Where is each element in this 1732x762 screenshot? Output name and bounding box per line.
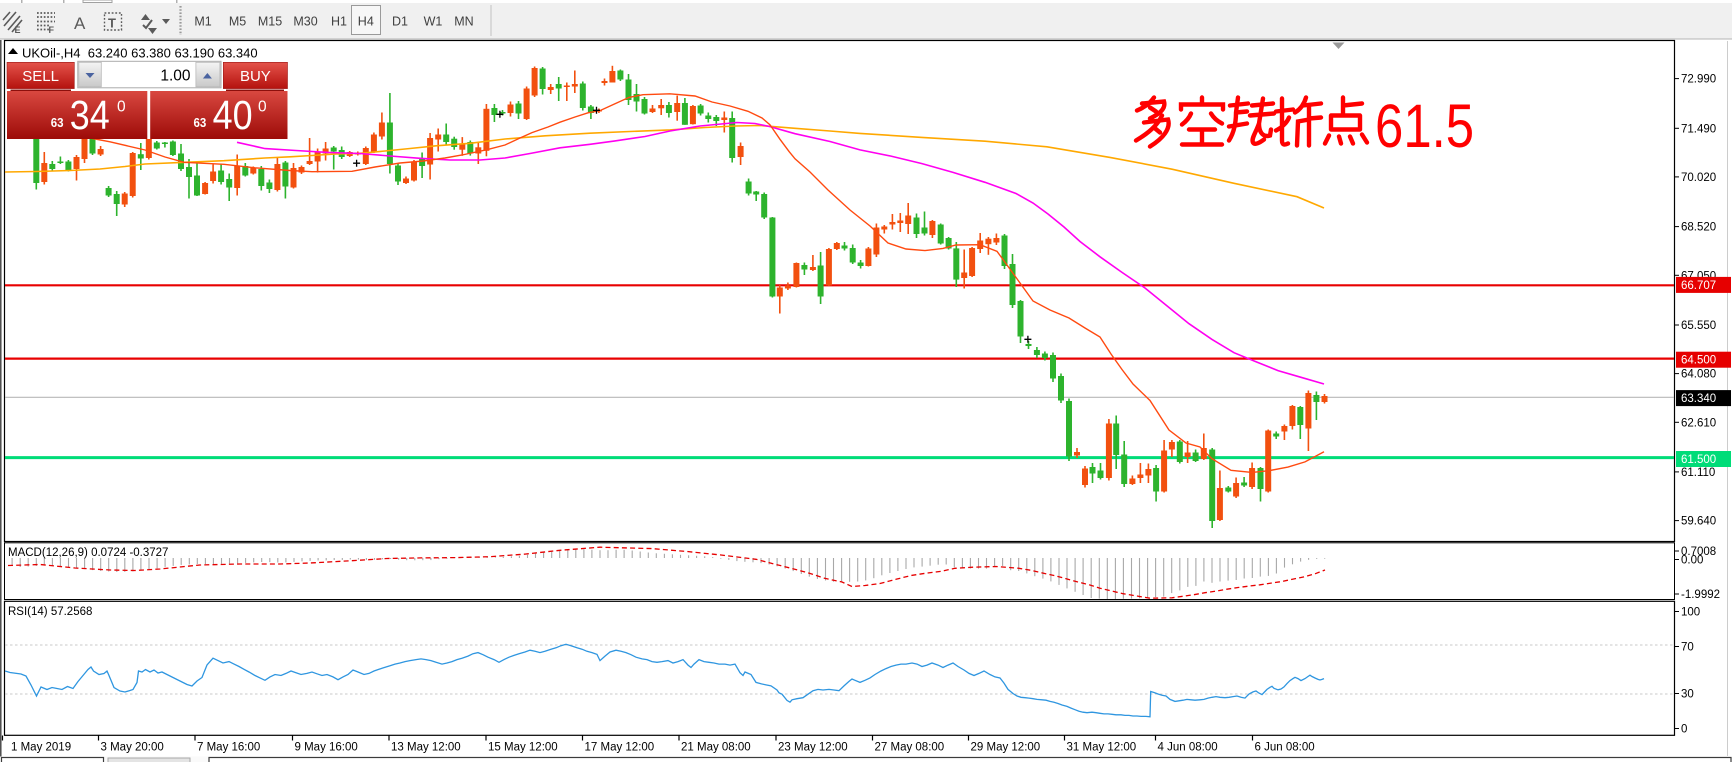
- svg-text:23 May 12:00: 23 May 12:00: [778, 742, 848, 754]
- svg-text:70.020: 70.020: [1681, 172, 1716, 184]
- svg-text:H1: H1: [331, 15, 347, 29]
- svg-text:A: A: [74, 14, 86, 33]
- svg-text:D1: D1: [392, 15, 408, 29]
- svg-text:M15: M15: [258, 15, 282, 29]
- svg-text:4 Jun 08:00: 4 Jun 08:00: [1158, 742, 1218, 754]
- svg-text:61.500: 61.500: [1681, 454, 1716, 466]
- svg-text:-1.9992: -1.9992: [1681, 589, 1720, 601]
- svg-text:70: 70: [1681, 642, 1694, 654]
- svg-text:40: 40: [213, 93, 253, 139]
- svg-text:0: 0: [117, 99, 126, 116]
- svg-text:65.550: 65.550: [1681, 320, 1716, 332]
- svg-text:SELL: SELL: [22, 68, 59, 85]
- svg-text:34: 34: [70, 93, 110, 139]
- svg-text:0: 0: [1681, 724, 1687, 736]
- svg-text:17 May 12:00: 17 May 12:00: [585, 742, 655, 754]
- svg-text:59.640: 59.640: [1681, 516, 1716, 528]
- svg-text:1.00: 1.00: [160, 68, 191, 85]
- svg-text:61.110: 61.110: [1681, 467, 1715, 479]
- svg-text:68.520: 68.520: [1681, 222, 1716, 234]
- svg-text:64.500: 64.500: [1681, 355, 1716, 367]
- svg-text:T: T: [108, 16, 116, 31]
- svg-text:MACD(12,26,9) 0.0724 -0.3727: MACD(12,26,9) 0.0724 -0.3727: [8, 547, 168, 559]
- svg-text:3 May 20:00: 3 May 20:00: [101, 742, 164, 754]
- svg-text:63.340: 63.340: [1681, 393, 1716, 405]
- svg-text:13 May 12:00: 13 May 12:00: [391, 742, 461, 754]
- svg-text:63: 63: [51, 116, 64, 131]
- svg-text:27 May 08:00: 27 May 08:00: [875, 742, 945, 754]
- svg-text:63: 63: [194, 116, 207, 131]
- svg-text:0: 0: [258, 99, 267, 116]
- svg-text:W1: W1: [424, 15, 443, 29]
- svg-text:MN: MN: [454, 15, 473, 29]
- svg-text:15 May 12:00: 15 May 12:00: [488, 742, 558, 754]
- svg-text:BUY: BUY: [240, 68, 271, 85]
- svg-text:62.610: 62.610: [1681, 417, 1716, 429]
- svg-text:M30: M30: [293, 15, 317, 29]
- svg-text:29 May 12:00: 29 May 12:00: [971, 742, 1041, 754]
- svg-text:61.5: 61.5: [1375, 92, 1474, 160]
- svg-text:UKOil-,H4 63.240 63.380 63.19: UKOil-,H4 63.240 63.380 63.190 63.340: [22, 46, 258, 61]
- svg-text:F: F: [49, 25, 55, 35]
- svg-text:RSI(14) 57.2568: RSI(14) 57.2568: [8, 606, 92, 618]
- svg-text:71.490: 71.490: [1681, 123, 1716, 135]
- svg-text:6 Jun 08:00: 6 Jun 08:00: [1255, 742, 1315, 754]
- svg-text:M1: M1: [194, 15, 211, 29]
- svg-text:64.080: 64.080: [1681, 369, 1716, 381]
- svg-text:31 May 12:00: 31 May 12:00: [1067, 742, 1137, 754]
- svg-text:1 May 2019: 1 May 2019: [11, 742, 71, 754]
- svg-text:72.990: 72.990: [1681, 74, 1716, 86]
- svg-text:21 May 08:00: 21 May 08:00: [681, 742, 751, 754]
- svg-text:100: 100: [1681, 607, 1700, 619]
- svg-text:7 May 16:00: 7 May 16:00: [197, 742, 260, 754]
- svg-text:0.7008: 0.7008: [1681, 546, 1716, 558]
- svg-text:M5: M5: [229, 15, 246, 29]
- svg-text:H4: H4: [358, 15, 374, 29]
- svg-text:E: E: [15, 25, 21, 35]
- svg-text:30: 30: [1681, 689, 1694, 701]
- svg-text:66.707: 66.707: [1681, 280, 1716, 292]
- svg-text:9 May 16:00: 9 May 16:00: [295, 742, 358, 754]
- svg-text:0.00: 0.00: [1681, 555, 1703, 567]
